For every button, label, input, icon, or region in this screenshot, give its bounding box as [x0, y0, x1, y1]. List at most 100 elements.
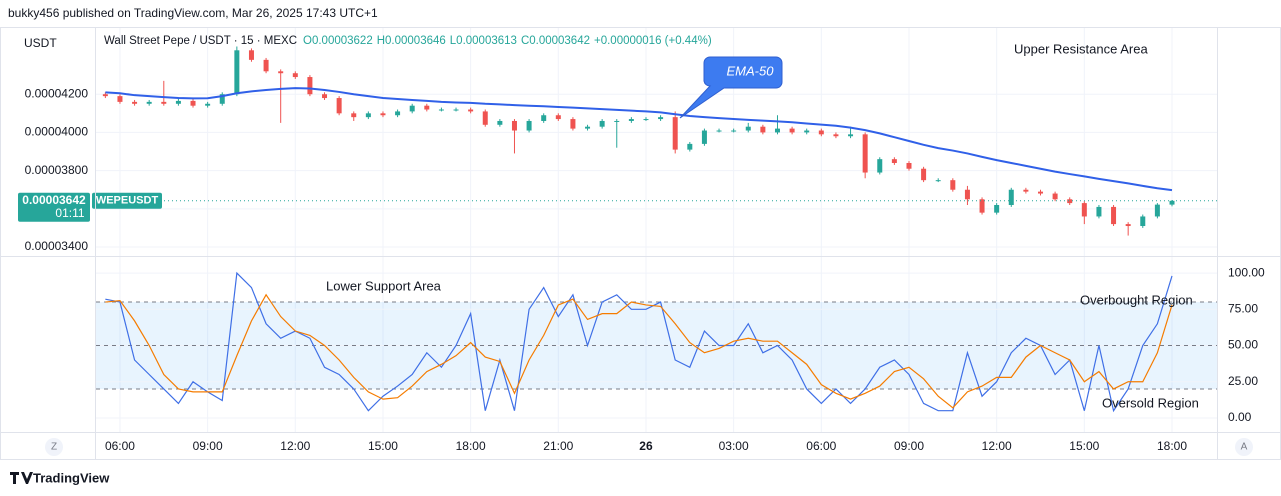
candle-body	[570, 119, 576, 129]
candle-body	[263, 59, 269, 72]
candle-body	[672, 117, 678, 150]
candle-body	[409, 105, 415, 112]
candle-body	[1023, 189, 1029, 192]
candle-body	[833, 134, 839, 137]
candle-body	[511, 120, 517, 131]
x-tick-label: 18:00	[456, 439, 486, 453]
y-tick-label: 25.00	[1228, 374, 1258, 388]
candle-body	[278, 71, 284, 74]
x-tick-label: 26	[639, 439, 653, 453]
candle-body	[760, 126, 766, 133]
y-tick-label: 0.00004000	[25, 125, 89, 139]
legend-open: O0.00003622	[303, 35, 373, 47]
candle-body	[862, 134, 868, 173]
auto-scale-button[interactable]	[1235, 438, 1253, 456]
candle-body	[307, 77, 313, 95]
x-tick-label: 12:00	[982, 439, 1012, 453]
legend-close: C0.00003642	[521, 35, 590, 47]
candle-body	[614, 120, 620, 122]
zoom-button-label[interactable]: Z	[51, 442, 57, 453]
legend: Wall Street Pepe / USDT · 15 · MEXC O0.00…	[104, 35, 712, 47]
last-price-box	[18, 192, 90, 222]
candle-body	[1081, 203, 1087, 217]
candle-body	[701, 130, 707, 144]
candle-body	[497, 120, 503, 125]
x-tick-label: 06:00	[105, 439, 135, 453]
countdown-label: 01:11	[55, 206, 84, 220]
legend-high: H0.00003646	[377, 35, 446, 47]
candle-body	[950, 180, 956, 190]
candle-body	[599, 120, 605, 127]
candle-body	[994, 205, 1000, 213]
candle-body	[1154, 204, 1160, 217]
candle-body	[979, 199, 985, 213]
candle-body	[292, 73, 298, 78]
candle-body	[818, 130, 824, 135]
candle-body	[1052, 193, 1058, 200]
candle-body	[395, 111, 401, 116]
candle-body	[716, 130, 722, 132]
series-line	[105, 87, 1173, 192]
auto-scale-label[interactable]: A	[1241, 442, 1248, 453]
candle-body	[1140, 216, 1146, 227]
candle-body	[1096, 206, 1102, 217]
candle-body	[205, 103, 211, 106]
candle-body	[365, 113, 371, 118]
candle-body	[731, 130, 737, 132]
y-tick-label: 0.00003400	[25, 239, 89, 253]
candle-body	[132, 101, 138, 104]
logo-mark	[10, 472, 33, 484]
candle-body	[482, 111, 488, 125]
x-tick-label: 12:00	[280, 439, 310, 453]
candle-body	[336, 98, 342, 114]
candle-body	[322, 94, 328, 99]
candle-body	[1037, 191, 1043, 194]
x-tick-label: 06:00	[806, 439, 836, 453]
annotation: Lower Support Area	[326, 278, 442, 293]
x-tick-label: 18:00	[1157, 439, 1187, 453]
candle-body	[146, 101, 152, 104]
candle-body	[1008, 189, 1014, 206]
x-tick-label: 21:00	[543, 439, 573, 453]
legend-symbol: Wall Street Pepe / USDT · 15 · MEXC	[104, 35, 297, 47]
series-line	[105, 271, 1173, 413]
candle-body	[190, 100, 196, 106]
candle-body	[935, 180, 941, 182]
y-tick-label: 50.00	[1228, 338, 1258, 352]
candle-body	[102, 94, 108, 97]
x-tick-label: 09:00	[894, 439, 924, 453]
plot-layer: 06:00 09:00 12:00 15:00 18:00 21:00 26 03:00 06:…	[18, 27, 1265, 453]
candle-body	[526, 120, 532, 131]
callout-shape	[679, 56, 783, 119]
currency-label: USDT	[24, 36, 57, 50]
last-price-label: 0.00003642	[22, 193, 86, 207]
candle-body	[380, 113, 386, 116]
y-tick-label: 75.00	[1228, 301, 1258, 315]
candle-body	[1111, 206, 1117, 225]
published-note: bukky456 published on TradingView.com, M…	[8, 6, 378, 20]
candle-body	[234, 50, 240, 95]
candle-body	[877, 159, 883, 173]
annotation: Upper Resistance Area	[1014, 41, 1148, 56]
candle-body	[248, 50, 254, 60]
candle-body	[438, 109, 444, 111]
candle-body	[921, 168, 927, 181]
y-tick-label: 0.00003800	[25, 163, 89, 177]
y-tick-label: 100.00	[1228, 265, 1265, 279]
candle-body	[1067, 199, 1073, 204]
zoom-button[interactable]	[45, 438, 63, 456]
candle-body	[1125, 224, 1131, 227]
x-tick-label: 09:00	[193, 439, 223, 453]
candle-body	[745, 126, 751, 131]
candle-body	[585, 126, 591, 129]
candle-body	[891, 159, 897, 163]
y-tick-label: 0.00	[1228, 410, 1252, 424]
candle-body	[687, 143, 693, 150]
candle-body	[555, 115, 561, 120]
callout-label: EMA-50	[727, 63, 775, 78]
x-tick-label: 15:00	[368, 439, 398, 453]
candle-body	[848, 134, 854, 137]
candle-body	[453, 109, 459, 111]
